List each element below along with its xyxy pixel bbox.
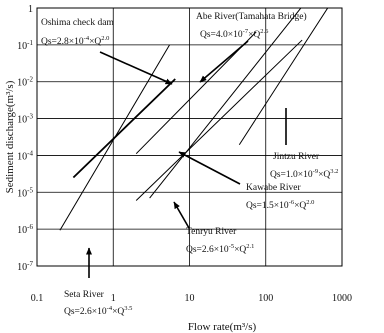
x-tick-label: 10 xyxy=(185,293,195,304)
y-tick-label: 10-2 xyxy=(17,76,33,89)
annotation-tenryu-equation: Qs=2.6×10-5×Q2.1 xyxy=(186,243,254,255)
annotation-seta-name: Seta River xyxy=(64,290,105,300)
annotation-oshima: Oshima check dam Qs=2.8×10-4×Q2.0 xyxy=(41,18,173,85)
annotation-abe-name: Abe River(Tamahata Bridge) xyxy=(196,11,307,22)
series-line-tenryu-river xyxy=(135,31,257,155)
annotation-kawabe: Kawabe River Qs=1.5×10-6×Q2.0 xyxy=(178,151,314,211)
y-tick-label: 10-3 xyxy=(17,113,33,126)
annotation-tenryu-arrow xyxy=(173,201,190,229)
series-line-abe-river-tamahata-bridge xyxy=(149,8,302,199)
annotation-kawabe-name: Kawabe River xyxy=(246,183,301,193)
y-tick-label: 1 xyxy=(28,4,33,15)
annotation-abe-equation: Qs=4.0×10-7×Q2.6 xyxy=(200,28,269,40)
plot-frame xyxy=(36,7,343,267)
annotation-jintzu-equation: Qs=1.0×10-9×Q3.2 xyxy=(270,168,338,180)
annotation-oshima-arrow xyxy=(99,51,173,85)
annotation-oshima-equation: Qs=2.8×10-4×Q2.0 xyxy=(41,35,109,47)
y-tick-labels: 1 10-1 10-2 10-3 10-4 10-5 10-6 10-7 xyxy=(17,4,33,273)
x-tick-labels: 0.1 1 10 100 1000 xyxy=(31,293,352,304)
annotation-abe-arrow xyxy=(199,40,249,83)
y-tick-label: 10-1 xyxy=(17,39,33,52)
x-axis-title: Flow rate(m³/s) xyxy=(188,321,257,333)
annotations: Oshima check dam Qs=2.8×10-4×Q2.0 Abe Rive… xyxy=(41,11,338,317)
series-line-kawabe-river xyxy=(135,39,303,201)
y-tick-label: 10-5 xyxy=(17,186,33,199)
annotation-kawabe-equation: Qs=1.5×10-6×Q2.0 xyxy=(246,199,314,211)
series-line-seta-river xyxy=(59,44,171,231)
x-tick-label: 100 xyxy=(258,293,273,304)
annotation-jintzu: Jintzu River Qs=1.0×10-9×Q3.2 xyxy=(270,108,338,180)
annotation-tenryu: Tenryu River Qs=2.6×10-5×Q2.1 xyxy=(173,201,254,255)
y-axis-title: Sediment discharge(m³/s) xyxy=(4,80,16,193)
x-tick-label: 0.1 xyxy=(31,293,44,304)
annotation-tenryu-name: Tenryu River xyxy=(186,227,237,237)
series-line-jintzu-river xyxy=(238,8,329,146)
x-tick-label: 1000 xyxy=(332,293,352,304)
grid xyxy=(37,8,342,266)
y-tick-label: 10-4 xyxy=(17,149,33,162)
annotation-jintzu-name: Jintzu River xyxy=(273,152,320,162)
annotation-seta-equation: Qs=2.6×10-4×Q3.5 xyxy=(64,305,132,317)
series-line-oshima-check-dam xyxy=(72,78,176,179)
annotation-abe: Abe River(Tamahata Bridge) Qs=4.0×10-7×Q2… xyxy=(196,11,307,83)
y-tick-label: 10-6 xyxy=(17,223,33,236)
annotation-kawabe-arrow xyxy=(178,151,241,185)
y-tick-label: 10-7 xyxy=(17,260,33,273)
annotation-seta: Seta River Qs=2.6×10-4×Q3.5 xyxy=(64,247,132,317)
annotation-oshima-name: Oshima check dam xyxy=(41,18,114,28)
x-tick-label: 1 xyxy=(111,293,116,304)
